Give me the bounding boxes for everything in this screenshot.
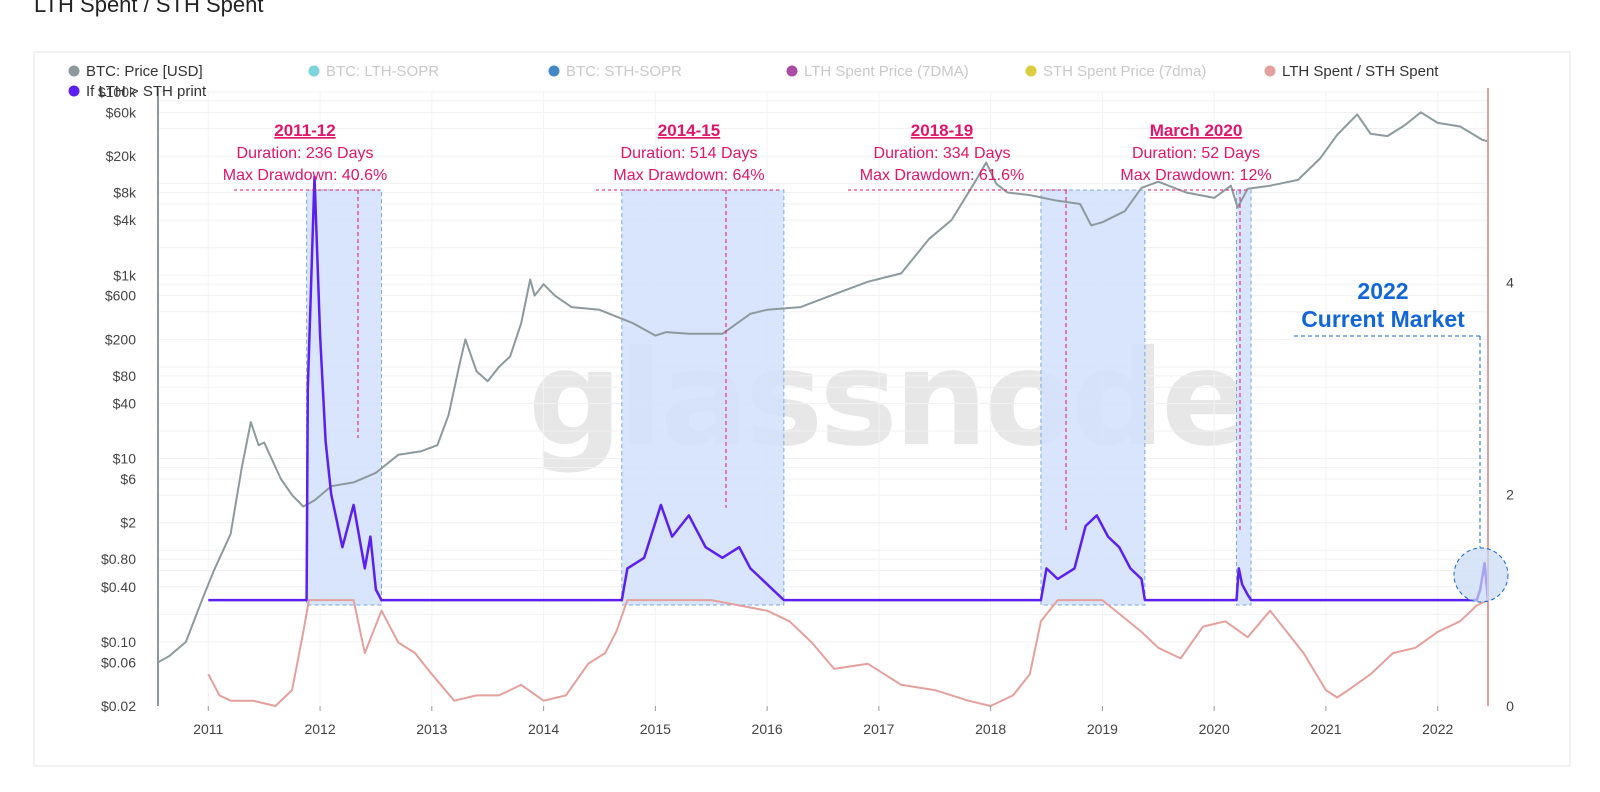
current-market-label: Current Market [1301, 306, 1465, 332]
y-left-tick-label: $0.10 [101, 634, 136, 650]
x-tick-label: 2016 [752, 721, 783, 737]
shaded-period [1040, 189, 1146, 606]
y-right-tick-label: 0 [1506, 698, 1514, 714]
annotation-duration: Duration: 52 Days [1132, 145, 1260, 162]
legend-label: If LTH > STH print [86, 83, 207, 100]
annotation-title: 2014-15 [658, 121, 720, 140]
chart-frame [33, 51, 1571, 767]
axes: 2011 2012 2013 2014 2015 2016 2017 2018 2019 2020… [98, 84, 1514, 737]
legend-label: BTC: Price [USD] [86, 63, 203, 80]
y-left-tick-label: $600 [105, 288, 136, 304]
legend-swatch [786, 65, 798, 77]
y-right-tick-label: 2 [1506, 486, 1514, 502]
series-line-if-lth-sth-print [208, 175, 1490, 602]
shaded-period [306, 189, 383, 606]
x-tick-label: 2013 [416, 721, 447, 737]
x-tick-label: 2017 [863, 721, 894, 737]
x-tick-label: 2019 [1087, 721, 1118, 737]
annotation-title: 2011-12 [274, 121, 335, 140]
y-left-tick-label: $10 [113, 451, 137, 467]
legend-label: LTH Spent Price (7DMA) [804, 63, 969, 80]
y-left-tick-label: $4k [113, 212, 137, 228]
y-right-tick-label: 4 [1506, 275, 1514, 291]
annotation-duration: Duration: 514 Days [621, 145, 758, 162]
y-left-tick-label: $0.80 [101, 551, 136, 567]
legend: BTC: Price [USD] BTC: LTH-SOPR BTC: STH-SO… [68, 63, 1439, 100]
y-left-tick-label: $0.40 [101, 579, 136, 595]
y-left-tick-label: $20k [106, 148, 137, 164]
x-tick-label: 2011 [193, 721, 223, 737]
legend-label: STH Spent Price (7dma) [1043, 63, 1206, 80]
legend-label: LTH Spent / STH Spent [1282, 63, 1439, 80]
x-tick-label: 2020 [1199, 721, 1230, 737]
series-layer [157, 111, 1490, 707]
annotation-duration: Duration: 236 Days [237, 145, 374, 162]
shaded-periods [306, 189, 1252, 606]
series-line-lth-spent-sth-spent [207, 599, 1489, 707]
legend-label: BTC: LTH-SOPR [326, 63, 439, 80]
x-tick-label: 2022 [1422, 721, 1453, 737]
y-left-tick-label: $6 [120, 471, 136, 487]
x-tick-label: 2018 [975, 721, 1006, 737]
legend-swatch [548, 65, 560, 77]
annotation-duration: Duration: 334 Days [874, 145, 1011, 162]
annotation-drawdown: Max Drawdown: 64% [613, 167, 764, 184]
x-tick-label: 2012 [304, 721, 335, 737]
series-line-btc-price-usd- [157, 111, 1489, 664]
annotation-title: March 2020 [1150, 121, 1243, 140]
y-left-tick-label: $0.06 [101, 654, 136, 670]
y-left-tick-label: $200 [105, 331, 136, 347]
y-left-tick-label: $1k [113, 267, 137, 283]
x-tick-label: 2021 [1310, 721, 1341, 737]
y-left-tick-label: $40 [113, 395, 137, 411]
annotations: 2011-12 Duration: 236 Days Max Drawdown: 4… [223, 121, 1509, 603]
y-left-tick-label: $60k [106, 104, 137, 120]
shaded-period [621, 189, 785, 606]
annotation-title: 2018-19 [911, 121, 973, 140]
legend-swatch [1025, 65, 1037, 77]
y-left-tick-label: $2 [120, 515, 136, 531]
annotation-drawdown: Max Drawdown: 61.6% [860, 167, 1025, 184]
current-market-highlight [1453, 547, 1509, 603]
shaded-period [1236, 189, 1252, 606]
chart-title: LTH Spent / STH Spent [34, 0, 264, 17]
annotation-drawdown: Max Drawdown: 40.6% [223, 167, 388, 184]
y-left-tick-label: $100k [98, 84, 137, 100]
legend-swatch [68, 85, 80, 97]
legend-label: BTC: STH-SOPR [566, 63, 682, 80]
x-tick-label: 2015 [640, 721, 671, 737]
legend-swatch [308, 65, 320, 77]
y-left-tick-label: $8k [113, 185, 137, 201]
annotation-drawdown: Max Drawdown: 12% [1120, 167, 1271, 184]
legend-swatch [68, 65, 80, 77]
legend-swatch [1264, 65, 1276, 77]
current-market-year: 2022 [1357, 278, 1408, 304]
y-left-tick-label: $80 [113, 368, 137, 384]
x-tick-label: 2014 [528, 721, 559, 737]
y-left-tick-label: $0.02 [101, 698, 136, 714]
